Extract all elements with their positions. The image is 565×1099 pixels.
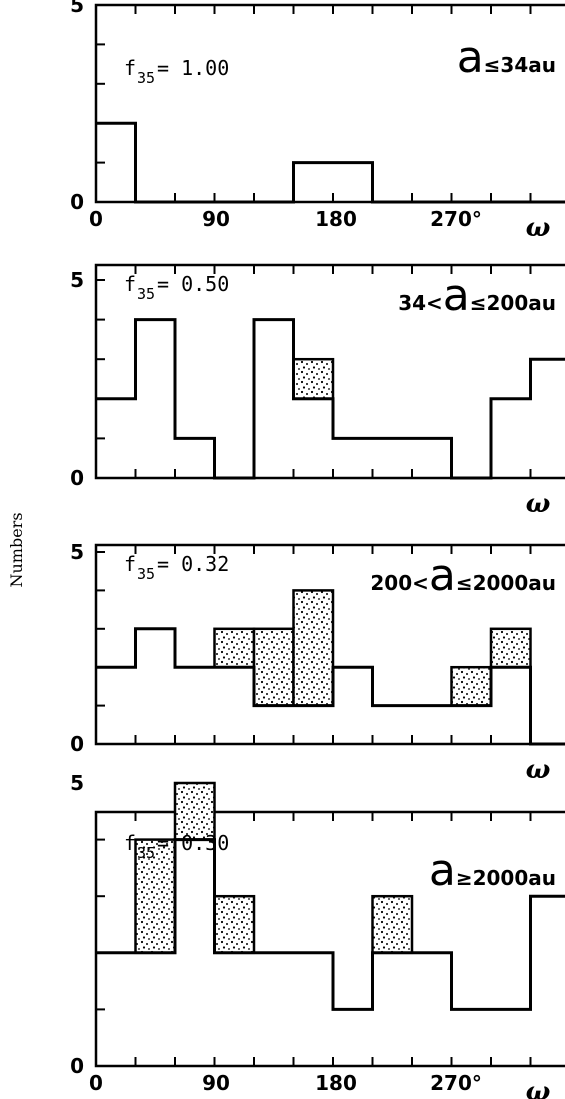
histogram-outline — [96, 627, 565, 746]
stippled-bar — [450, 665, 493, 707]
plot-frame — [94, 543, 565, 746]
stippled-bar — [213, 627, 256, 669]
range-prefix: 200< — [370, 571, 429, 595]
x-tick-label: 0 — [89, 1071, 103, 1095]
stippled-bar — [371, 894, 414, 955]
f35-subscript: 35 — [137, 69, 155, 87]
f35-symbol: f — [124, 56, 136, 80]
x-tick-label: 180 — [315, 1071, 357, 1095]
f35-subscript: 35 — [137, 565, 155, 583]
plot-frame — [94, 810, 565, 1068]
range-a-symbol: a — [457, 32, 484, 83]
panel-4: 0 5 0 90 180 270° ω f 35 = 0.30 a≥2000au — [70, 771, 565, 1099]
f35-symbol: f — [124, 831, 136, 855]
range-a-symbol: a — [443, 270, 470, 321]
f35-value: = 0.50 — [157, 272, 229, 296]
f35-subscript: 35 — [137, 844, 155, 862]
stippled-bar — [292, 589, 335, 707]
range-a-symbol: a — [429, 845, 456, 896]
histogram-outline — [96, 838, 565, 1011]
f35-symbol: f — [124, 552, 136, 576]
range-suffix: ≤34au — [484, 53, 556, 77]
y-tick-label-5: 5 — [70, 268, 84, 292]
range-suffix: ≤2000au — [456, 571, 556, 595]
x-axis-symbol: ω — [526, 489, 551, 519]
range-label: 200<a≤2000au — [370, 550, 556, 601]
panel-1: 0 5 0 90 180 270° ω f 35 = 1.00 a≤34au — [70, 0, 565, 243]
stippled-bar — [134, 838, 177, 955]
x-tick-label: 180 — [315, 207, 357, 231]
panel-3: 0 5 ω f 35 = 0.32 200<a≤2000au — [70, 540, 565, 785]
plot-frame — [94, 3, 565, 204]
histogram-outline — [96, 121, 565, 204]
panel-2: 0 5 ω f 35 = 0.50 34<a≤200au — [70, 263, 565, 519]
range-label: 34<a≤200au — [398, 270, 556, 321]
f35-value: = 1.00 — [157, 56, 229, 80]
range-suffix: ≤200au — [470, 291, 556, 315]
range-label: a≥2000au — [429, 845, 556, 896]
y-tick-label-0: 0 — [70, 190, 84, 214]
x-axis-symbol: ω — [526, 1077, 551, 1099]
x-tick-label: 270° — [430, 207, 482, 231]
x-tick-label: 270° — [430, 1071, 482, 1095]
stippled-bar — [213, 894, 256, 955]
y-tick-label-0: 0 — [70, 732, 84, 756]
x-axis-symbol: ω — [526, 755, 551, 785]
stippled-bar — [292, 357, 335, 401]
x-tick-label: 90 — [202, 207, 230, 231]
range-suffix: ≥2000au — [456, 866, 556, 890]
y-tick-label-5: 5 — [70, 771, 84, 795]
x-axis-symbol: ω — [526, 213, 551, 243]
y-axis-label: Numbers — [7, 512, 26, 587]
y-tick-label-0: 0 — [70, 1054, 84, 1078]
y-tick-label-5: 5 — [70, 0, 84, 17]
stippled-bar — [252, 627, 295, 707]
stippled-bar — [489, 627, 532, 669]
x-tick-label: 0 — [89, 207, 103, 231]
y-tick-label-0: 0 — [70, 466, 84, 490]
range-a-symbol: a — [429, 550, 456, 601]
range-prefix: 34< — [398, 291, 443, 315]
f35-value: = 0.32 — [157, 552, 229, 576]
range-label: a≤34au — [457, 32, 556, 83]
f35-symbol: f — [124, 272, 136, 296]
f35-subscript: 35 — [137, 285, 155, 303]
histogram-outline — [96, 318, 565, 480]
plot-frame — [94, 263, 565, 480]
f35-value: = 0.30 — [157, 831, 229, 855]
y-tick-label-5: 5 — [70, 540, 84, 564]
x-tick-label: 90 — [202, 1071, 230, 1095]
